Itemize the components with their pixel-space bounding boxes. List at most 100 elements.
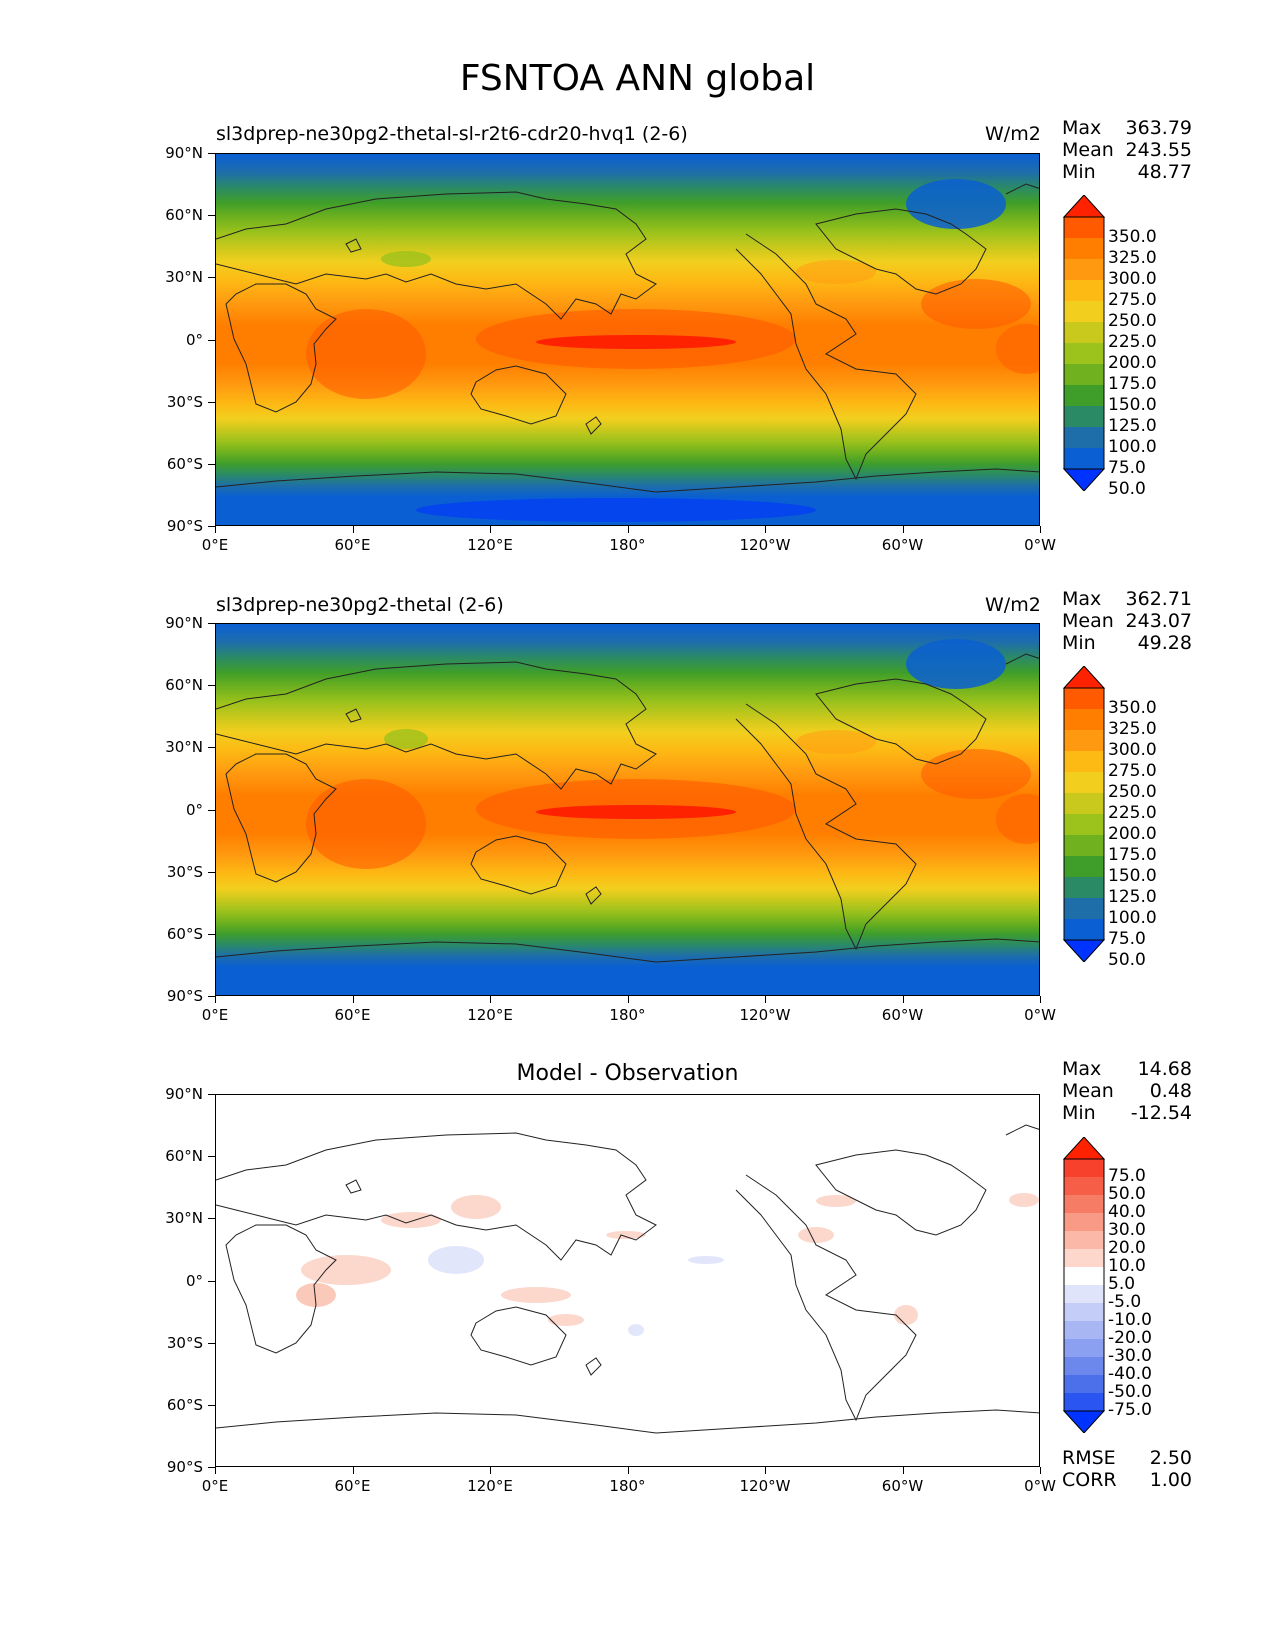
colorbar-swatch <box>1064 343 1104 365</box>
lat-tick-mark <box>208 215 215 217</box>
stat-mean-label: Mean <box>1062 610 1114 632</box>
colorbar-tick-label: 30.0 <box>1108 1220 1146 1240</box>
panel-1-title: sl3dprep-ne30pg2-thetal-sl-r2t6-cdr20-hv… <box>216 123 688 145</box>
colorbar-swatch <box>1064 259 1104 281</box>
lon-tick-mark <box>215 996 216 1003</box>
lat-tick-label: 60°N <box>165 206 203 225</box>
lon-tick-mark <box>490 996 491 1003</box>
colorbar-tick-label: 125.0 <box>1108 416 1157 436</box>
colorbar-tick-label: 150.0 <box>1108 866 1157 886</box>
stat-min-label: Min <box>1062 161 1096 183</box>
panel-2-map <box>215 623 1040 996</box>
stat-min-label: Min <box>1062 1102 1096 1124</box>
colorbar-tick-label: 100.0 <box>1108 437 1157 457</box>
lat-tick-label: 30°S <box>166 392 203 411</box>
colorbar-tick-label: -20.0 <box>1108 1328 1152 1348</box>
lat-tick-mark <box>208 153 215 154</box>
lat-tick-mark <box>208 747 215 749</box>
lon-tick-mark <box>215 526 216 533</box>
colorbar-swatch <box>1064 406 1104 428</box>
colorbar-swatch <box>1064 238 1104 260</box>
lat-tick-label: 0° <box>185 1271 203 1290</box>
lon-tick-mark <box>627 1467 629 1474</box>
lon-tick-mark <box>627 526 629 533</box>
lon-tick-mark <box>1040 996 1041 1003</box>
lon-tick-label: 120°W <box>739 1477 791 1495</box>
lat-tick-mark <box>208 526 215 527</box>
lat-tick-label: 90°S <box>166 1458 203 1476</box>
colorbar-tick-label: 75.0 <box>1108 1166 1146 1186</box>
colorbar-swatch <box>1064 1321 1104 1340</box>
lon-tick-label: 60°W <box>881 536 924 554</box>
colorbar-tick-label: 250.0 <box>1108 782 1157 802</box>
lat-tick-label: 30°N <box>165 738 203 757</box>
colorbar-swatch <box>1064 448 1104 470</box>
figure-title: FSNTOA ANN global <box>459 58 816 99</box>
lon-tick-label: 180° <box>609 1477 646 1495</box>
stat-mean-label: Mean <box>1062 139 1114 161</box>
colorbar-swatch <box>1064 898 1104 920</box>
stat-min-label: Min <box>1062 632 1096 654</box>
lon-tick-label: 0°W <box>1024 1477 1056 1495</box>
lon-tick-label: 60°E <box>334 1477 371 1495</box>
colorbar-tick-label: 75.0 <box>1108 929 1146 949</box>
stat-max-value: 14.68 <box>1137 1058 1192 1080</box>
stat-min-value: 48.77 <box>1137 161 1192 183</box>
stat-mean-value: 243.55 <box>1125 139 1192 161</box>
lon-tick-mark <box>352 526 354 533</box>
lon-tick-mark <box>902 1467 904 1474</box>
colorbar-tick-label: 150.0 <box>1108 395 1157 415</box>
rmse-label: RMSE <box>1062 1447 1116 1469</box>
colorbar-swatch <box>1064 301 1104 323</box>
colorbar-tick-label: 5.0 <box>1108 1274 1136 1294</box>
panel-3-colorbar-swatches <box>1062 1136 1106 1434</box>
colorbar-swatch <box>1064 1195 1104 1214</box>
colorbar-swatch <box>1064 919 1104 941</box>
lat-tick-label: 0° <box>185 800 203 819</box>
colorbar-tick-label: 350.0 <box>1108 698 1157 718</box>
colorbar-swatch <box>1064 1159 1104 1178</box>
lon-tick-label: 60°W <box>881 1006 924 1024</box>
lon-tick-mark <box>1040 1467 1041 1474</box>
lon-tick-label: 120°E <box>467 1477 513 1495</box>
colorbar-swatch <box>1064 1303 1104 1322</box>
colorbar-tick-label: 225.0 <box>1108 332 1157 352</box>
colorbar-tick-label: 175.0 <box>1108 374 1157 394</box>
colorbar-swatch <box>1064 322 1104 344</box>
colorbar-swatch <box>1064 1339 1104 1358</box>
rmse-value: 2.50 <box>1149 1447 1192 1469</box>
colorbar-tick-label: 325.0 <box>1108 248 1157 268</box>
colorbar-frame <box>1063 687 1105 941</box>
colorbar-tick-label: 10.0 <box>1108 1256 1146 1276</box>
lat-tick-label: 90°S <box>166 987 203 1005</box>
lon-tick-label: 0°W <box>1024 1006 1056 1024</box>
lat-tick-mark <box>208 996 215 997</box>
panel-1-colorbar <box>1062 194 1106 495</box>
colorbar-frame <box>1063 1158 1105 1412</box>
lat-tick-label: 90°S <box>166 517 203 535</box>
colorbar-tick-label: 100.0 <box>1108 908 1157 928</box>
colorbar-max-extend <box>1062 1136 1106 1160</box>
colorbar-tick-label: 300.0 <box>1108 740 1157 760</box>
panel-3-map <box>215 1094 1040 1467</box>
lon-tick-mark <box>1040 526 1041 533</box>
lon-tick-label: 120°W <box>739 536 791 554</box>
colorbar-tick-label: 250.0 <box>1108 311 1157 331</box>
colorbar-tick-label: 75.0 <box>1108 458 1146 478</box>
colorbar-swatch <box>1064 1249 1104 1268</box>
colorbar-tick-label: 175.0 <box>1108 845 1157 865</box>
lon-tick-label: 60°E <box>334 1006 371 1024</box>
lat-tick-mark <box>208 339 215 341</box>
lat-tick-label: 30°S <box>166 862 203 881</box>
stat-mean-value: 243.07 <box>1125 610 1192 632</box>
lon-tick-label: 0°E <box>201 536 229 554</box>
colorbar-swatch <box>1064 1357 1104 1376</box>
lon-tick-mark <box>765 526 766 533</box>
colorbar-swatch <box>1064 1177 1104 1196</box>
colorbar-swatch <box>1064 688 1104 710</box>
lon-tick-mark <box>352 996 354 1003</box>
colorbar-max-extend <box>1062 665 1106 689</box>
colorbar-tick-label: 300.0 <box>1108 269 1157 289</box>
lon-tick-mark <box>902 526 904 533</box>
lon-tick-label: 0°E <box>201 1006 229 1024</box>
